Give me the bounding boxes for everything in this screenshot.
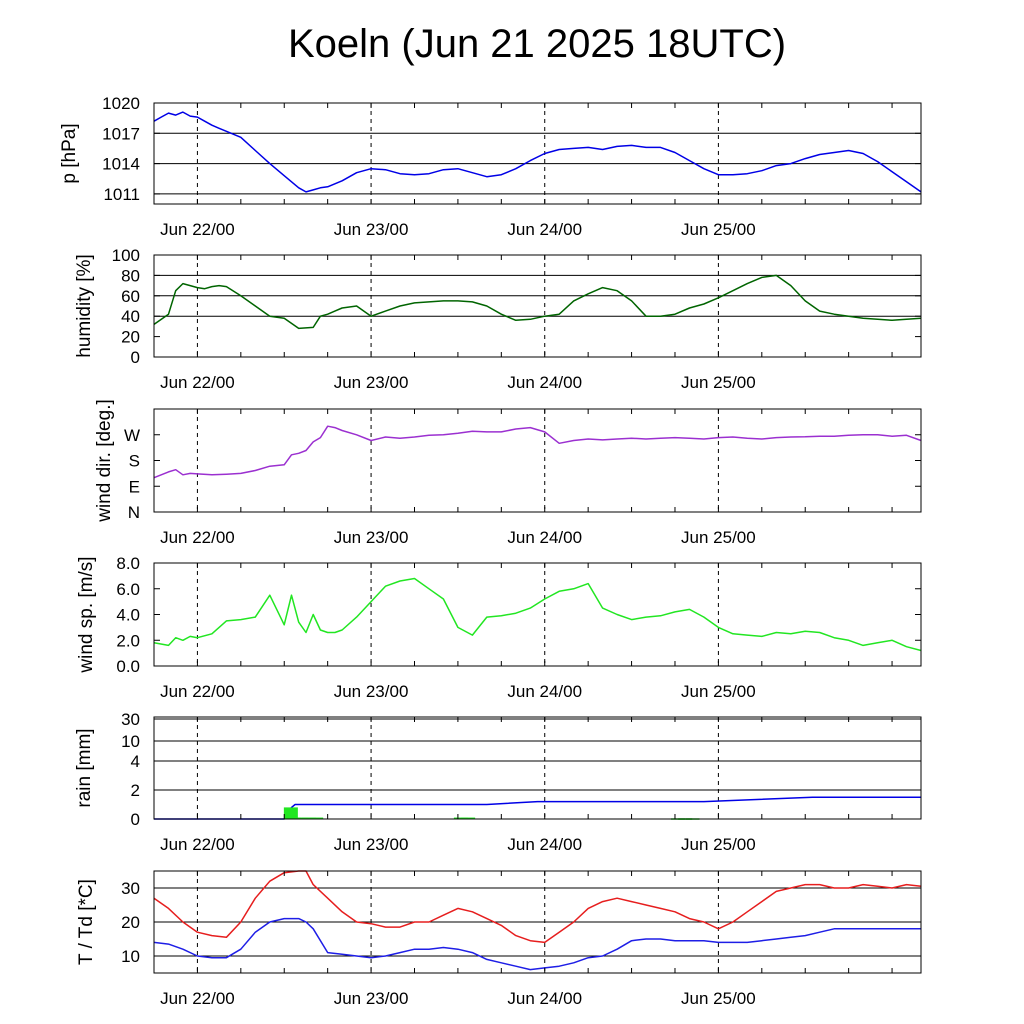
y-axis-label: T / Td [*C] <box>76 879 97 965</box>
y-tick-label: 6.0 <box>116 580 140 599</box>
rain_cumulative-line <box>154 796 921 820</box>
temperature-line <box>153 870 922 944</box>
x-date-label: Jun 23/00 <box>334 220 409 239</box>
plot-frame <box>153 254 922 358</box>
panel-3: 0.0 2.0 4.0 6.0 8.0 wind sp. [m/s] Jun 22/00 Ju… <box>76 554 922 701</box>
plot-frame <box>153 562 922 667</box>
rain-bar <box>287 817 302 820</box>
x-date-label: Jun 23/00 <box>334 528 409 547</box>
y-tick-label: 100 <box>112 246 140 265</box>
x-date-label: Jun 24/00 <box>507 989 582 1008</box>
y-tick-label: 40 <box>121 307 140 326</box>
x-date-label: Jun 23/00 <box>334 373 409 392</box>
y-tick-label: 1011 <box>103 185 140 204</box>
wind_speed-line <box>153 577 922 652</box>
y-tick-label: 4 <box>131 752 140 771</box>
x-date-label: Jun 22/00 <box>160 682 235 701</box>
panel-5: 10 20 30 T / Td [*C] Jun 22/00 Jun 23/00 Jun 2… <box>76 870 922 1008</box>
x-date-label: Jun 25/00 <box>681 373 756 392</box>
y-tick-label: E <box>129 477 140 496</box>
y-axis-label: p [hPa] <box>59 123 80 183</box>
y-tick-label: 20 <box>121 328 140 347</box>
y-axis-label: wind dir. [deg.] <box>94 399 115 523</box>
y-tick-label: 10 <box>121 732 140 751</box>
y-axis-label: wind sp. [m/s] <box>76 556 97 673</box>
rain-bar <box>301 817 316 820</box>
y-tick-label: 4.0 <box>116 606 140 625</box>
y-tick-label: 20 <box>121 913 140 932</box>
y-tick-label: 80 <box>121 266 140 285</box>
y-tick-label: 10 <box>121 947 140 966</box>
x-date-label: Jun 22/00 <box>160 835 235 854</box>
x-date-label: Jun 22/00 <box>160 528 235 547</box>
x-date-label: Jun 23/00 <box>334 682 409 701</box>
y-tick-label: N <box>128 503 140 522</box>
rain-bar <box>461 817 476 820</box>
y-tick-label: 2 <box>131 781 140 800</box>
y-tick-label: 60 <box>121 287 140 306</box>
y-tick-label: 1020 <box>102 94 140 113</box>
y-tick-label: 0 <box>131 810 140 829</box>
x-date-label: Jun 23/00 <box>334 989 409 1008</box>
y-tick-label: 30 <box>121 710 140 729</box>
x-date-label: Jun 24/00 <box>507 220 582 239</box>
plot-frame <box>153 102 922 205</box>
x-date-label: Jun 25/00 <box>681 835 756 854</box>
panel-0: 1011 1014 1017 1020 p [hPa] Jun 22/00 Jun 23/0… <box>59 94 922 239</box>
y-tick-label: 1017 <box>102 124 140 143</box>
x-date-label: Jun 25/00 <box>681 682 756 701</box>
plot-frame <box>153 716 922 820</box>
y-tick-label: 1014 <box>102 155 140 174</box>
x-date-label: Jun 22/00 <box>160 220 235 239</box>
y-tick-label: 30 <box>121 879 140 898</box>
y-axis-label: humidity [%] <box>74 254 95 357</box>
x-date-label: Jun 25/00 <box>681 220 756 239</box>
x-date-label: Jun 24/00 <box>507 682 582 701</box>
rain-bar <box>294 817 309 820</box>
rain-bar <box>283 807 298 819</box>
x-date-label: Jun 25/00 <box>681 989 756 1008</box>
y-tick-label: 0.0 <box>116 657 140 676</box>
humidity-line <box>153 274 922 330</box>
y-axis-label: rain [mm] <box>74 728 95 807</box>
x-date-label: Jun 24/00 <box>507 528 582 547</box>
panel-4: 0 2 410 30 rain [mm] Jun 22/00 Jun 23/00 Jun 24… <box>74 710 922 854</box>
x-date-label: Jun 22/00 <box>160 989 235 1008</box>
x-date-label: Jun 24/00 <box>507 835 582 854</box>
plot-frame <box>153 408 922 513</box>
pressure-line <box>153 111 922 193</box>
rain-bar <box>453 817 468 820</box>
x-date-label: Jun 22/00 <box>160 373 235 392</box>
chart-title: Koeln (Jun 21 2025 18UTC) <box>287 22 787 66</box>
x-date-label: Jun 23/00 <box>334 835 409 854</box>
rain-bar <box>309 817 324 820</box>
y-tick-label: 0 <box>131 348 140 367</box>
x-date-label: Jun 25/00 <box>681 528 756 547</box>
y-tick-label: S <box>129 452 140 471</box>
x-date-label: Jun 24/00 <box>507 373 582 392</box>
wind_dir-line <box>153 425 922 479</box>
y-tick-label: 2.0 <box>116 631 140 650</box>
dewpoint-line <box>153 917 921 971</box>
y-tick-label: 8.0 <box>116 554 140 573</box>
y-tick-label: W <box>124 426 140 445</box>
